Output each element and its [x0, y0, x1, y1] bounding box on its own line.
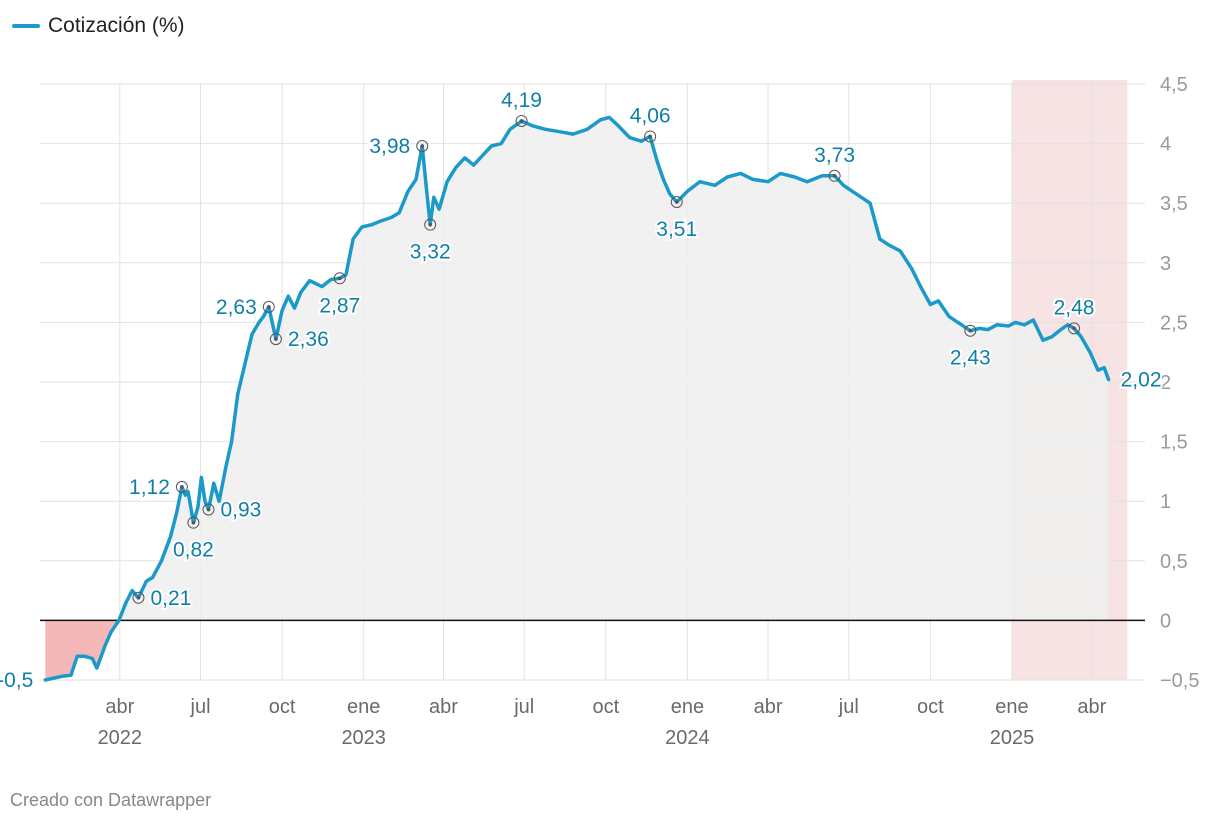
annotation-marker — [515, 114, 528, 127]
y-tick-label: 4 — [1160, 134, 1171, 156]
legend-swatch — [12, 24, 40, 28]
data-label: 3,51 — [656, 218, 697, 241]
annotation-marker-dot — [832, 173, 837, 178]
credit-footer: Creado con Datawrapper — [10, 790, 212, 810]
annotation-marker — [187, 516, 200, 529]
data-label: 3,73 — [814, 144, 855, 167]
annotation-marker — [416, 139, 429, 152]
y-tick-label: 1 — [1160, 491, 1171, 513]
y-tick-label: 3,5 — [1160, 193, 1188, 215]
x-tick-label: ene — [995, 696, 1028, 718]
data-label: 3,98 — [369, 135, 410, 158]
annotation-marker — [132, 591, 145, 604]
y-tick-label: 0 — [1160, 610, 1171, 632]
annotation-marker-dot — [648, 134, 652, 139]
data-label: 2,36 — [288, 328, 329, 351]
data-label: 1,12 — [129, 476, 170, 499]
annotation-marker — [670, 196, 683, 209]
annotation-marker — [333, 272, 346, 285]
legend-label: Cotización (%) — [48, 14, 185, 37]
x-tick-label: abr — [105, 696, 134, 718]
x-tick-label: abr — [754, 696, 783, 718]
y-tick-label: −0,5 — [1160, 670, 1199, 692]
annotation-marker — [1068, 322, 1081, 335]
annotation-marker — [828, 169, 841, 182]
annotation-marker-dot — [180, 485, 184, 489]
annotation-marker-dot — [519, 119, 524, 123]
y-tick-label: 1,5 — [1160, 432, 1188, 454]
data-label: 4,06 — [630, 104, 671, 127]
annotation-marker — [202, 503, 215, 516]
x-tick-label: abr — [429, 696, 458, 718]
annotation-marker-dot — [267, 305, 271, 309]
annotation-marker-dot — [428, 222, 433, 227]
annotation-marker — [175, 480, 188, 493]
annotation-marker — [269, 333, 282, 346]
annotation-marker-dot — [968, 328, 973, 333]
area-negative — [45, 620, 119, 680]
data-label: 2,63 — [216, 296, 257, 319]
annotation-marker — [644, 130, 657, 143]
annotation-marker-dot — [1072, 326, 1076, 331]
y-tick-label: 2,5 — [1160, 312, 1188, 334]
x-tick-label: oct — [592, 696, 619, 718]
annotation-marker-dot — [674, 200, 679, 204]
data-label: 2,02 — [1121, 369, 1162, 392]
data-label: 2,48 — [1054, 296, 1095, 319]
y-tick-label: 2 — [1160, 372, 1171, 394]
data-label: 2,43 — [950, 347, 991, 370]
annotation-marker-dot — [337, 276, 342, 281]
data-label: 0,21 — [150, 587, 191, 610]
x-year-label: 2023 — [341, 727, 386, 749]
x-year-label: 2024 — [665, 727, 710, 749]
annotation-marker-dot — [191, 520, 196, 525]
x-year-label: 2025 — [990, 727, 1035, 749]
annotation-marker — [964, 324, 977, 337]
annotation-marker-dot — [274, 337, 278, 341]
data-label: 2,87 — [319, 294, 360, 317]
x-tick-label: ene — [671, 696, 704, 718]
annotation-marker — [262, 300, 275, 313]
y-tick-label: 0,5 — [1160, 551, 1188, 573]
y-tick-label: 3 — [1160, 253, 1171, 275]
x-tick-label: jul — [838, 696, 859, 718]
x-tick-label: jul — [513, 696, 534, 718]
x-year-label: 2022 — [98, 727, 143, 749]
annotation-marker-dot — [136, 595, 141, 600]
data-label: 4,19 — [501, 89, 542, 112]
x-tick-label: abr — [1077, 696, 1106, 718]
data-label: 3,32 — [410, 241, 451, 264]
annotation-marker-dot — [206, 507, 211, 512]
chart-legend: Cotización (%) — [12, 14, 185, 38]
data-label: 0,82 — [173, 539, 214, 562]
y-tick-label: 4,5 — [1160, 74, 1188, 96]
annotation-marker-dot — [420, 144, 425, 148]
x-tick-label: oct — [917, 696, 944, 718]
area-positive — [45, 117, 1109, 621]
data-label: -0,5 — [0, 669, 33, 692]
x-tick-label: jul — [190, 696, 211, 718]
annotation-marker — [424, 218, 437, 231]
x-tick-label: oct — [269, 696, 296, 718]
data-label: 0,93 — [220, 499, 261, 522]
x-tick-label: ene — [347, 696, 380, 718]
